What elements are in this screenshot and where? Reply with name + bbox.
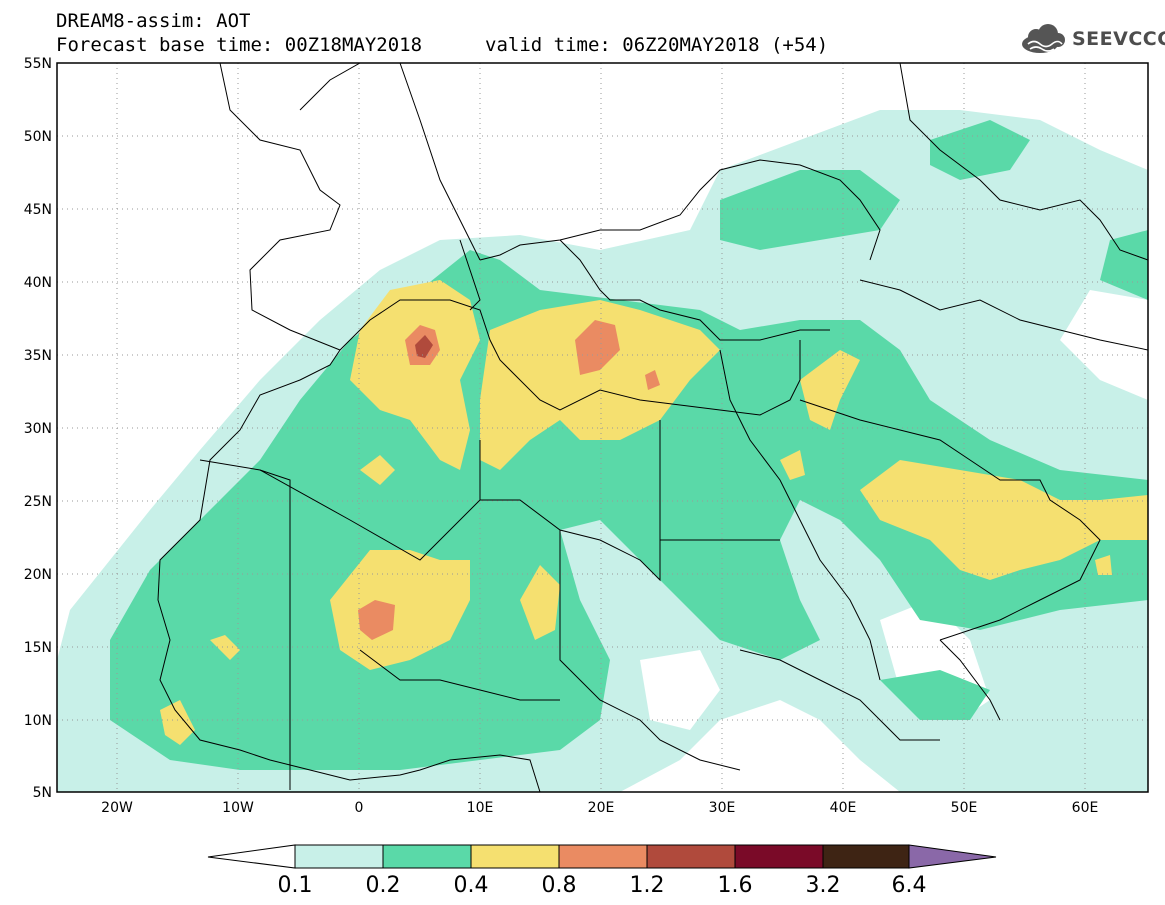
- lon-label: 20E: [588, 800, 615, 816]
- map-frame: [56, 62, 1149, 793]
- lat-label: 10N: [24, 713, 52, 729]
- colorbar-swatch: [646, 844, 736, 869]
- colorbar-swatch: [558, 844, 648, 869]
- colorbar-swatch: [294, 844, 384, 869]
- lat-label: 20N: [24, 567, 52, 583]
- lat-label: 35N: [24, 348, 52, 364]
- cloud-icon: [1022, 24, 1065, 53]
- colorbar-high-arrow: [908, 844, 997, 869]
- colorbar-swatch: [470, 844, 560, 869]
- lon-label: 20W: [101, 800, 133, 816]
- colorbar-label: 0.8: [542, 873, 577, 898]
- lat-label: 5N: [33, 785, 52, 801]
- valid-time: valid time: 06Z20MAY2018 (+54): [485, 34, 829, 56]
- colorbar-label: 3.2: [806, 873, 841, 898]
- longitude-labels: 20W 10W 0 10E 20E 30E 40E 50E 60E: [101, 800, 1098, 816]
- colorbar-label: 0.1: [278, 873, 313, 898]
- coastlines-and-borders: [157, 63, 1148, 792]
- lon-label: 10W: [222, 800, 254, 816]
- lon-label: 0: [355, 800, 364, 816]
- colorbar-low-arrow: [207, 844, 296, 869]
- map-title: DREAM8-assim: AOT: [56, 10, 251, 32]
- lon-label: 30E: [709, 800, 736, 816]
- seevccc-logo-text: SEEVCCC: [1072, 28, 1165, 50]
- lat-label: 30N: [24, 421, 52, 437]
- aot-contour-field: [57, 63, 1148, 792]
- lon-label: 40E: [830, 800, 857, 816]
- lat-label: 55N: [24, 56, 52, 72]
- colorbar-label: 0.2: [366, 873, 401, 898]
- colorbar-label: 1.2: [630, 873, 665, 898]
- colorbar-swatch: [382, 844, 472, 869]
- lat-label: 50N: [24, 129, 52, 145]
- forecast-base-time: Forecast base time: 00Z18MAY2018: [56, 34, 423, 56]
- lon-label: 60E: [1072, 800, 1099, 816]
- lon-label: 10E: [467, 800, 494, 816]
- lat-label: 45N: [24, 202, 52, 218]
- lat-label: 25N: [24, 494, 52, 510]
- colorbar-swatch: [822, 844, 910, 869]
- colorbar: [207, 844, 997, 869]
- lat-label: 40N: [24, 275, 52, 291]
- colorbar-label: 1.6: [718, 873, 753, 898]
- colorbar-labels: 0.1 0.2 0.4 0.8 1.2 1.6 3.2 6.4: [278, 873, 927, 898]
- lat-label: 15N: [24, 640, 52, 656]
- colorbar-label: 6.4: [892, 873, 927, 898]
- latitude-labels: 55N 50N 45N 40N 35N 30N 25N 20N 15N 10N …: [24, 56, 52, 801]
- colorbar-label: 0.4: [454, 873, 489, 898]
- graticule-grid: [57, 63, 1148, 792]
- lon-label: 50E: [951, 800, 978, 816]
- colorbar-swatch: [734, 844, 824, 869]
